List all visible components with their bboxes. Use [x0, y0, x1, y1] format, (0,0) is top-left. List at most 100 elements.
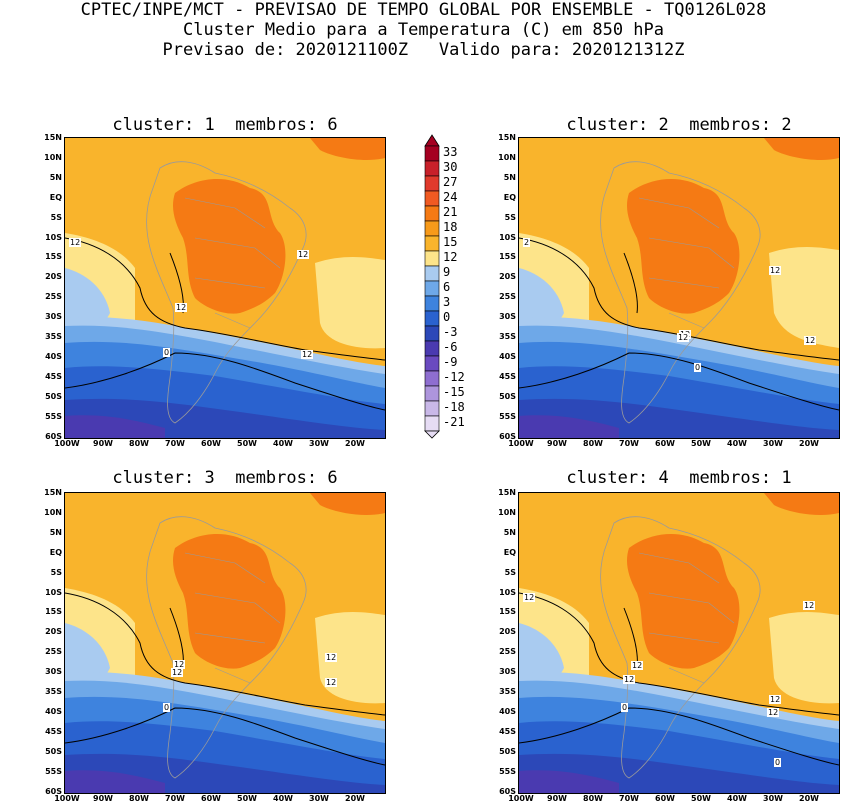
colorbar-level-label: -3	[443, 325, 458, 339]
lat-tick-label: 55S	[45, 766, 62, 776]
header-line-1: CPTEC/INPE/MCT - PREVISAO DE TEMPO GLOBA…	[80, 0, 767, 20]
contour-label: 12	[297, 250, 310, 259]
band-12-east	[769, 611, 839, 704]
lat-tick-label: 15N	[44, 488, 62, 497]
lon-tick-label: 90W	[93, 794, 113, 803]
colorbar-swatch	[424, 145, 440, 162]
lat-tick-label: 5S	[50, 567, 62, 577]
lat-tick-label: 55S	[499, 766, 516, 776]
band-9-west	[519, 268, 564, 333]
band-9-west	[519, 623, 564, 688]
colorbar-swatch	[424, 325, 440, 342]
lon-tick-label: 20W	[345, 439, 365, 448]
lat-tick-label: EQ	[503, 547, 516, 557]
contour-label: 12	[677, 333, 690, 342]
panel-title-3: cluster: 3 membros: 6	[112, 468, 338, 488]
lat-tick-label: 5N	[503, 527, 516, 537]
colorbar-top-arrow	[424, 134, 440, 147]
lon-tick-label: 70W	[165, 794, 185, 803]
lat-tick-label: 60S	[45, 786, 62, 796]
lon-tick-label: 40W	[727, 794, 747, 803]
colorbar-level-label: -18	[443, 400, 465, 414]
colorbar-level-label: 18	[443, 220, 458, 234]
band-21-core	[626, 178, 740, 314]
lon-tick-label: 30W	[763, 794, 783, 803]
colorbar-level-label: -12	[443, 370, 465, 384]
colorbar-level-label: 3	[443, 295, 451, 309]
colorbar-level-label: -6	[443, 340, 458, 354]
lat-tick-label: 30S	[499, 312, 516, 322]
lat-tick-label: 40S	[499, 706, 516, 716]
lon-tick-label: 60W	[201, 794, 221, 803]
lat-tick-label: 50S	[499, 746, 516, 756]
lat-tick-label: 35S	[499, 687, 516, 696]
contour-label: 0	[694, 363, 702, 372]
colorbar-level-label: -21	[443, 415, 465, 429]
colorbar-level-label: 12	[443, 250, 458, 264]
lon-tick-label: 60W	[655, 794, 675, 803]
coastline	[600, 161, 761, 424]
band-21-core	[626, 533, 740, 669]
map-panel-1: 12 12 12 12 0	[64, 137, 386, 439]
lat-tick-label: EQ	[503, 192, 516, 202]
colorbar-swatch	[424, 160, 440, 177]
colorbar-level-label: 21	[443, 205, 458, 219]
lat-tick-label: 25S	[45, 292, 62, 302]
colorbar-level-label: 15	[443, 235, 458, 249]
lon-tick-label: 50W	[237, 439, 257, 448]
lat-tick-label: 55S	[45, 411, 62, 421]
lat-tick-label: 30S	[499, 667, 516, 677]
lon-tick-label: 100W	[54, 794, 80, 803]
lat-tick-label: EQ	[49, 547, 62, 557]
lat-tick-label: 35S	[45, 687, 62, 696]
panel-title-1: cluster: 1 membros: 6	[112, 115, 338, 135]
lat-tick-label: 45S	[45, 726, 62, 736]
lat-tick-label: 20S	[499, 272, 516, 282]
lon-tick-label: 60W	[201, 439, 221, 448]
lat-tick-label: 5N	[49, 172, 62, 182]
lat-tick-label: 10S	[45, 232, 62, 242]
lat-tick-label: 25S	[45, 647, 62, 657]
map-panel-3: 12 12 12 12 0	[64, 492, 386, 794]
contour-label: 12	[69, 238, 82, 247]
contour-label: 2	[523, 238, 531, 247]
contour-label: 12	[523, 593, 536, 602]
lon-tick-label: 100W	[508, 794, 534, 803]
colorbar-level-label: 0	[443, 310, 451, 324]
band-12-east	[769, 246, 839, 348]
header-line-3: Previsao de: 2020121100Z Valido para: 20…	[162, 40, 685, 60]
colorbar-swatch	[424, 295, 440, 312]
colorbar-level-label: -9	[443, 355, 458, 369]
band-9-west	[65, 623, 110, 688]
band-21-ne	[764, 138, 839, 161]
contour-0	[519, 707, 839, 766]
lat-tick-label: 40S	[499, 351, 516, 361]
lon-tick-label: 20W	[345, 794, 365, 803]
contour-label: 0	[774, 758, 782, 767]
colorbar-swatch	[424, 310, 440, 327]
colorbar-swatch	[424, 190, 440, 207]
colorbar-swatch	[424, 205, 440, 222]
lat-tick-label: 5N	[49, 527, 62, 537]
lat-tick-label: 60S	[499, 786, 516, 796]
lat-tick-label: 10N	[498, 507, 516, 517]
colorbar-swatch	[424, 235, 440, 252]
colorbar-swatch	[424, 355, 440, 372]
colorbar	[424, 134, 440, 439]
lon-tick-label: 40W	[273, 439, 293, 448]
contour-label: 0	[621, 703, 629, 712]
contour-label: 12	[769, 266, 782, 275]
colorbar-swatch	[424, 220, 440, 237]
lat-tick-label: 5N	[503, 172, 516, 182]
lat-tick-label: 15N	[498, 488, 516, 497]
coastline	[146, 516, 307, 779]
contour-0	[519, 352, 839, 411]
lat-tick-label: 50S	[45, 746, 62, 756]
lon-tick-label: 20W	[799, 794, 819, 803]
lat-tick-label: 45S	[499, 726, 516, 736]
lon-tick-label: 90W	[93, 439, 113, 448]
colorbar-bottom-arrow	[424, 430, 440, 439]
lat-tick-label: 15S	[499, 252, 516, 262]
contour-label: 12	[767, 708, 780, 717]
colorbar-swatch	[424, 385, 440, 402]
